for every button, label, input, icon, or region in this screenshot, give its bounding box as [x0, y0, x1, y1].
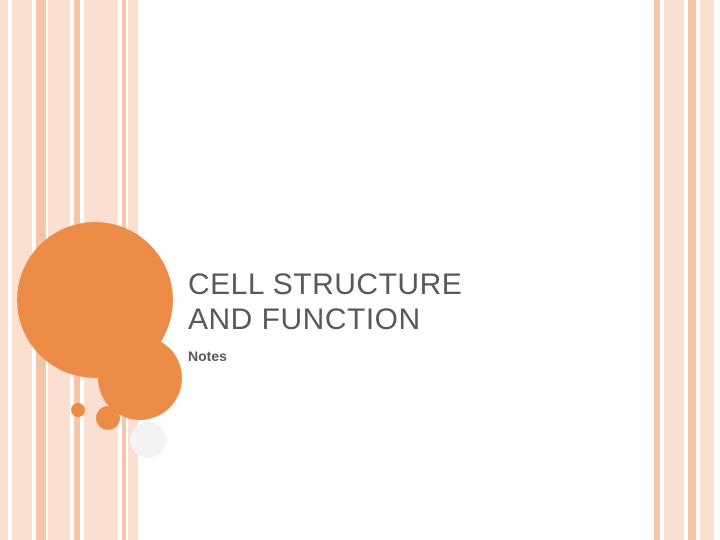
decorative-circle	[130, 422, 166, 458]
bg-stripe	[664, 0, 684, 540]
title-line-2: AND FUNCTION	[188, 303, 421, 336]
bg-stripe	[700, 0, 714, 540]
decorative-circle	[96, 406, 120, 430]
title-line-1: CELL STRUCTURE	[188, 268, 462, 301]
slide-subtitle: Notes	[188, 348, 227, 364]
decorative-circle	[71, 403, 85, 417]
bg-stripe	[688, 0, 696, 540]
slide-title: CELL STRUCTURE AND FUNCTION	[188, 268, 462, 337]
bg-stripe	[654, 0, 660, 540]
bg-stripe	[0, 0, 8, 540]
